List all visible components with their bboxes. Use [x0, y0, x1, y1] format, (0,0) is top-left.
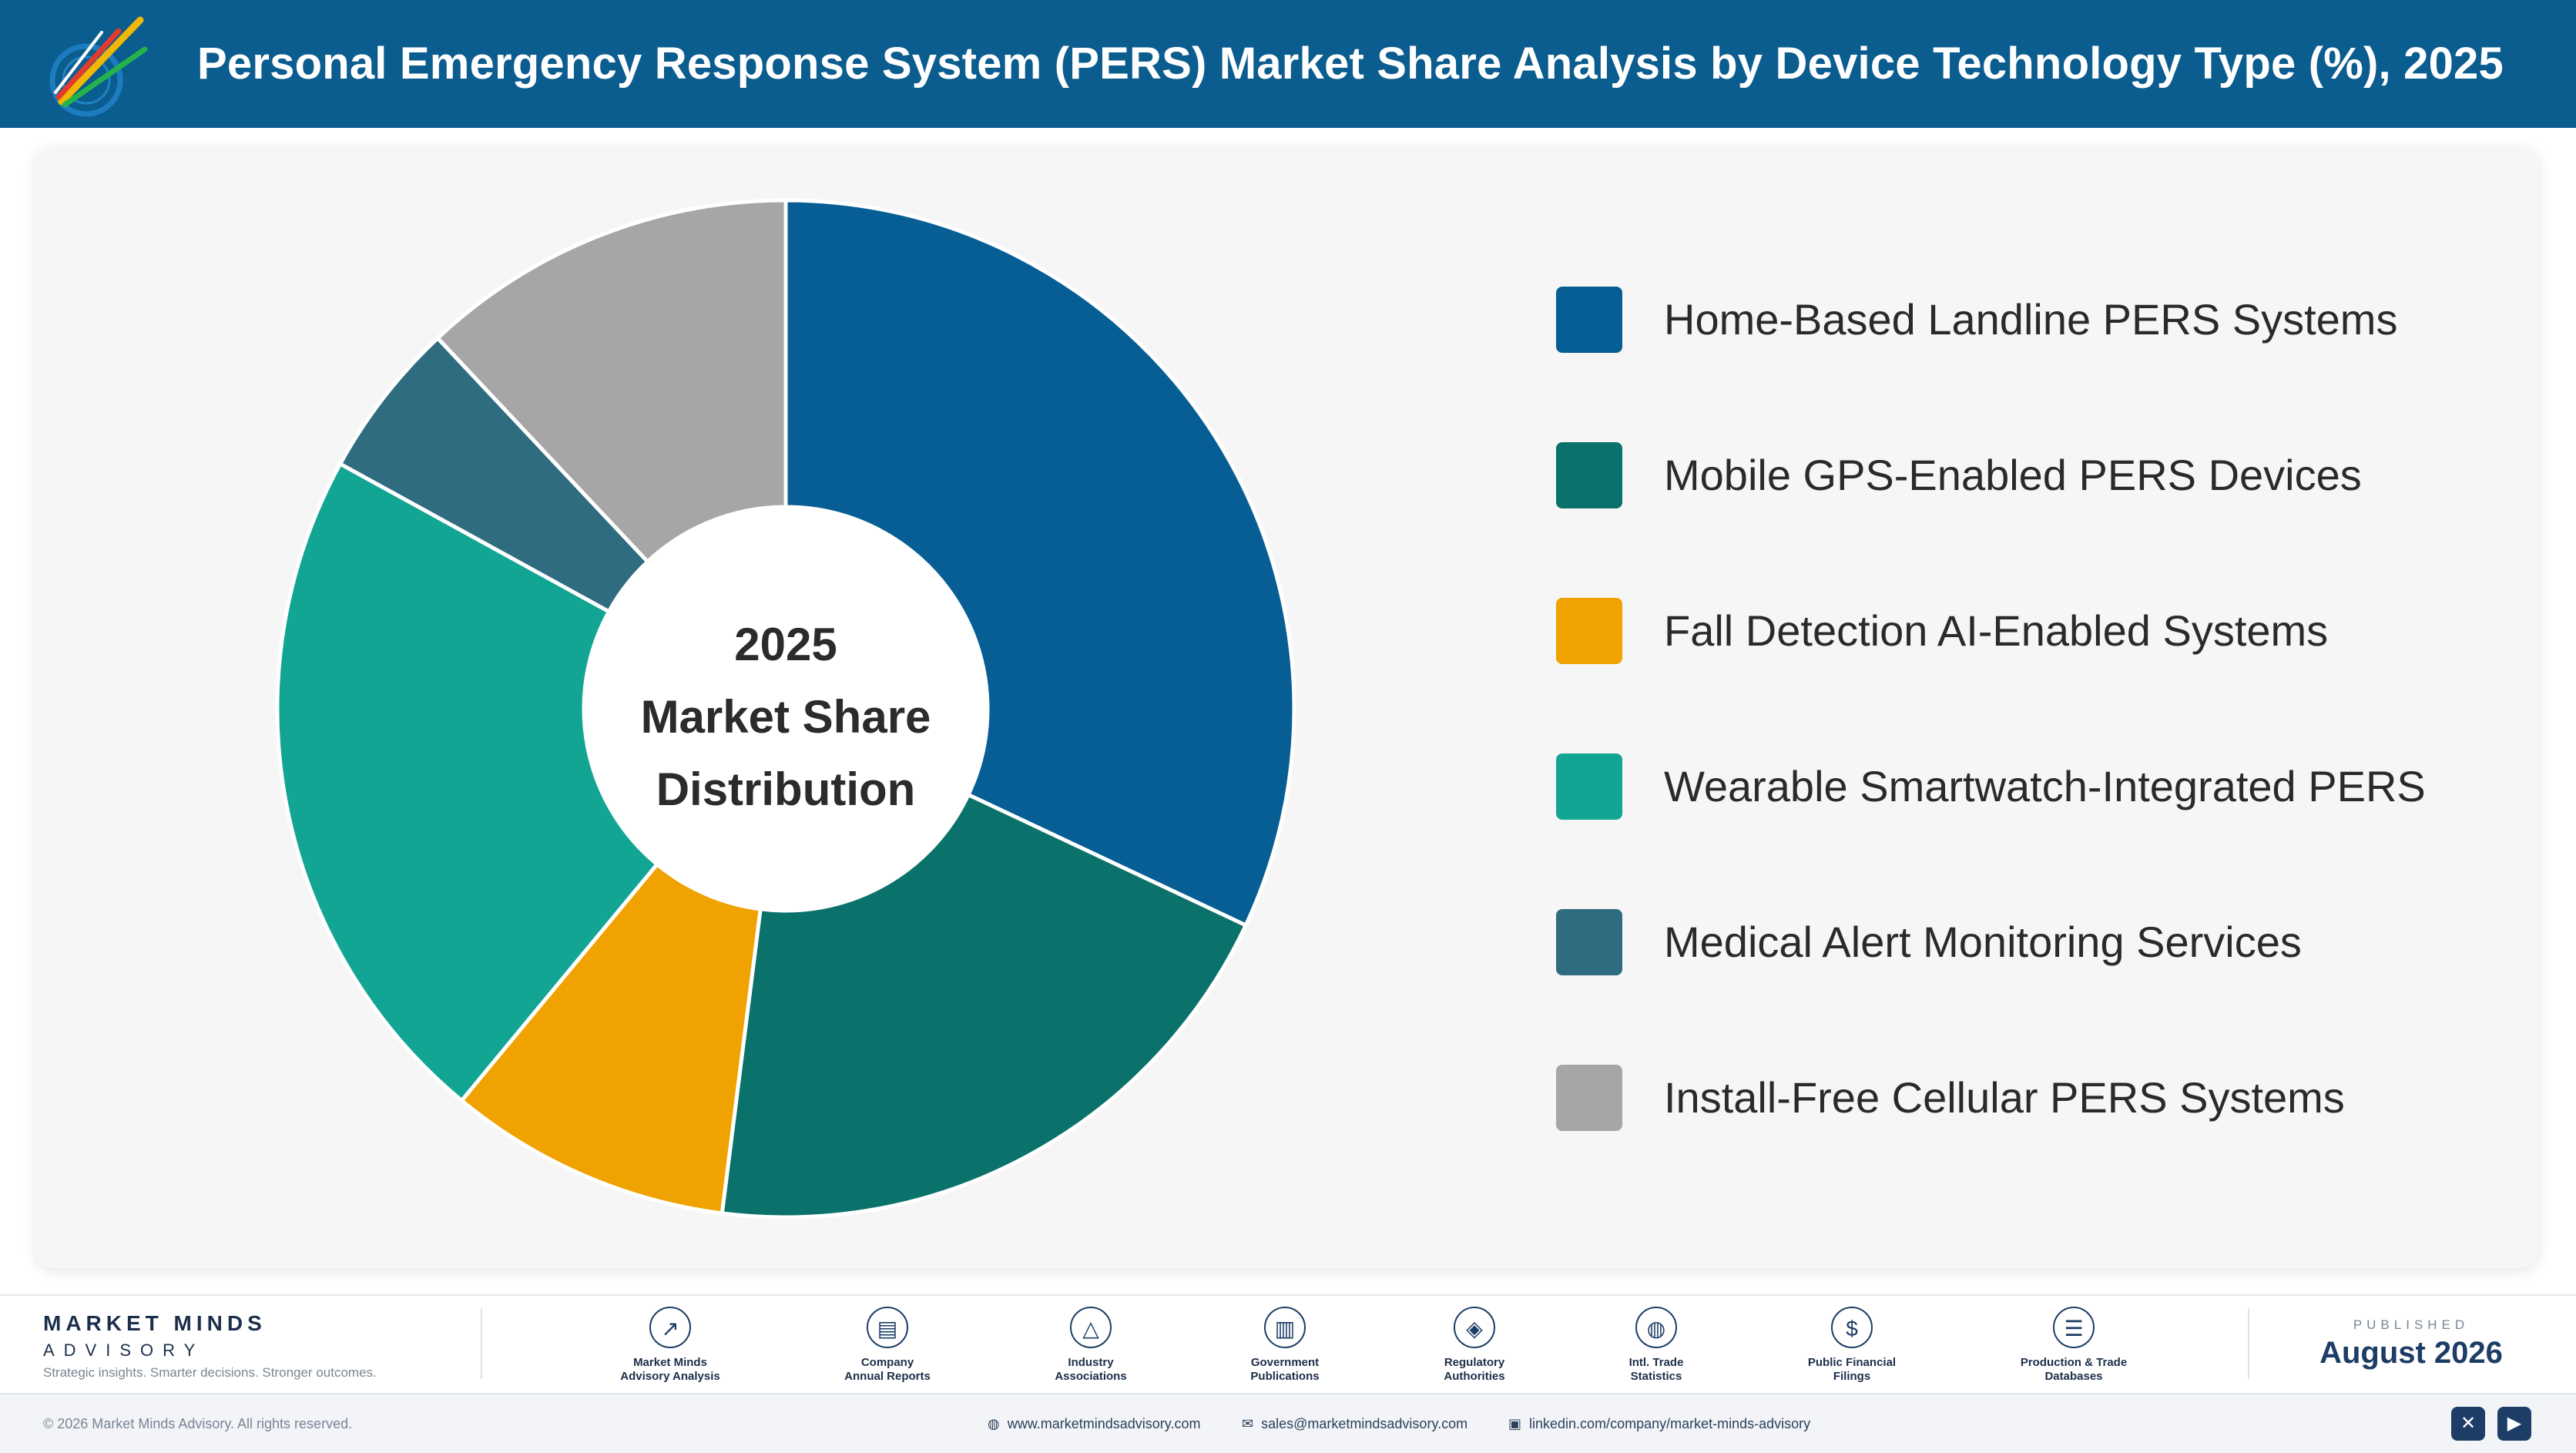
- legend-label: Fall Detection AI-Enabled Systems: [1664, 606, 2329, 655]
- source-label-line: Databases: [2044, 1370, 2103, 1383]
- brand-tagline: Strategic insights. Smarter decisions. S…: [43, 1365, 377, 1380]
- trend-line-icon: ↗: [649, 1307, 691, 1348]
- building-icon: ▥: [1264, 1307, 1306, 1348]
- legend-item: Fall Detection AI-Enabled Systems: [1556, 598, 2480, 664]
- legend-label: Install-Free Cellular PERS Systems: [1664, 1073, 2345, 1122]
- source-industry-associations: △ Industry Associations: [1006, 1307, 1176, 1384]
- center-label-line-2: Market Share: [640, 691, 931, 743]
- legend-item: Medical Alert Monitoring Services: [1556, 909, 2480, 975]
- source-company-reports: ▤ Company Annual Reports: [803, 1307, 972, 1384]
- website-text[interactable]: www.marketmindsadvisory.com: [1007, 1416, 1201, 1431]
- legend-swatch: [1556, 442, 1622, 508]
- source-market-minds: ↗ Market Minds Advisory Analysis: [585, 1307, 755, 1384]
- database-icon: ☰: [2053, 1307, 2095, 1348]
- published-label: PUBLISHED: [2353, 1317, 2470, 1332]
- center-label-line-1: 2025: [734, 619, 837, 670]
- copyright-text: © 2026 Market Minds Advisory. All rights…: [43, 1416, 353, 1431]
- source-label-line: Filings: [1833, 1370, 1871, 1383]
- donut-center-label: 2025 Market Share Distribution: [593, 609, 978, 826]
- legend-swatch: [1556, 753, 1622, 820]
- donut-chart: [277, 200, 1294, 1218]
- source-label-line: Regulatory: [1444, 1356, 1505, 1369]
- legend-label: Wearable Smartwatch-Integrated PERS: [1664, 762, 2426, 810]
- bottom-bar: © 2026 Market Minds Advisory. All rights…: [0, 1393, 2576, 1453]
- source-label-line: Intl. Trade: [1628, 1356, 1684, 1369]
- page-title: Personal Emergency Response System (PERS…: [197, 39, 2504, 89]
- footer-divider: [481, 1308, 482, 1379]
- footer-divider: [2248, 1308, 2249, 1379]
- source-label-line: Company: [860, 1356, 914, 1369]
- legend-swatch: [1556, 909, 1622, 975]
- source-label-line: Government: [1250, 1356, 1320, 1369]
- youtube-social-icon[interactable]: ▶: [2497, 1407, 2531, 1441]
- legend-swatch: [1556, 287, 1622, 353]
- linkedin-link[interactable]: ▣ linkedin.com/company/market-minds-advis…: [1508, 1394, 1810, 1453]
- legend-label: Home-Based Landline PERS Systems: [1664, 295, 2398, 344]
- mail-icon: ✉: [1242, 1416, 1254, 1431]
- source-label-line: Statistics: [1630, 1370, 1682, 1383]
- linkedin-text[interactable]: linkedin.com/company/market-minds-adviso…: [1529, 1416, 1811, 1431]
- brand-name: MARKET MINDS: [43, 1311, 267, 1335]
- legend-item: Install-Free Cellular PERS Systems: [1556, 1065, 2480, 1131]
- globe-icon: ◍: [1635, 1307, 1677, 1348]
- center-label-line-3: Distribution: [656, 763, 916, 815]
- pen-burst-logo-icon: [49, 16, 148, 117]
- globe-icon: ◍: [988, 1416, 1000, 1431]
- shield-icon: ◈: [1454, 1307, 1495, 1348]
- legend-item: Home-Based Landline PERS Systems: [1556, 287, 2480, 353]
- legend-label: Mobile GPS-Enabled PERS Devices: [1664, 451, 2362, 499]
- source-trade-databases: ☰ Production & Trade Databases: [1989, 1307, 2158, 1384]
- legend-item: Wearable Smartwatch-Integrated PERS: [1556, 753, 2480, 820]
- footer: MARKET MINDS ADVISORY Strategic insights…: [0, 1294, 2576, 1453]
- published-date: August 2026: [2319, 1336, 2503, 1370]
- source-label-line: Public Financial: [1807, 1356, 1897, 1369]
- donut-hole: [584, 507, 988, 911]
- source-label-line: Advisory Analysis: [620, 1370, 720, 1383]
- website-link[interactable]: ◍ www.marketmindsadvisory.com: [988, 1394, 1200, 1453]
- source-regulatory-authorities: ◈ Regulatory Authorities: [1390, 1307, 1559, 1384]
- legend-item: Mobile GPS-Enabled PERS Devices: [1556, 442, 2480, 508]
- source-label-line: Associations: [1055, 1370, 1127, 1383]
- email-link[interactable]: ✉ sales@marketmindsadvisory.com: [1242, 1394, 1467, 1453]
- header-bar: Personal Emergency Response System (PERS…: [0, 0, 2576, 128]
- source-government-publications: ▥ Government Publications: [1200, 1307, 1370, 1384]
- source-financial-filings: $ Public Financial Filings: [1767, 1307, 1937, 1384]
- source-label-line: Authorities: [1444, 1370, 1505, 1383]
- network-icon: △: [1070, 1307, 1112, 1348]
- source-label-line: Industry: [1068, 1356, 1114, 1369]
- document-icon: ▤: [867, 1307, 908, 1348]
- brand-subtitle: ADVISORY: [43, 1341, 205, 1360]
- linkedin-icon: ▣: [1508, 1416, 1522, 1431]
- legend-swatch: [1556, 598, 1622, 664]
- legend-label: Medical Alert Monitoring Services: [1664, 918, 2302, 966]
- coin-icon: $: [1831, 1307, 1873, 1348]
- source-label-line: Market Minds: [633, 1356, 707, 1369]
- source-label-line: Annual Reports: [844, 1370, 931, 1383]
- source-trade-statistics: ◍ Intl. Trade Statistics: [1571, 1307, 1741, 1384]
- source-label-line: Publications: [1250, 1370, 1320, 1383]
- x-social-icon[interactable]: ✕: [2451, 1407, 2485, 1441]
- source-label-line: Production & Trade: [2020, 1356, 2128, 1369]
- legend-swatch: [1556, 1065, 1622, 1131]
- email-text[interactable]: sales@marketmindsadvisory.com: [1261, 1416, 1468, 1431]
